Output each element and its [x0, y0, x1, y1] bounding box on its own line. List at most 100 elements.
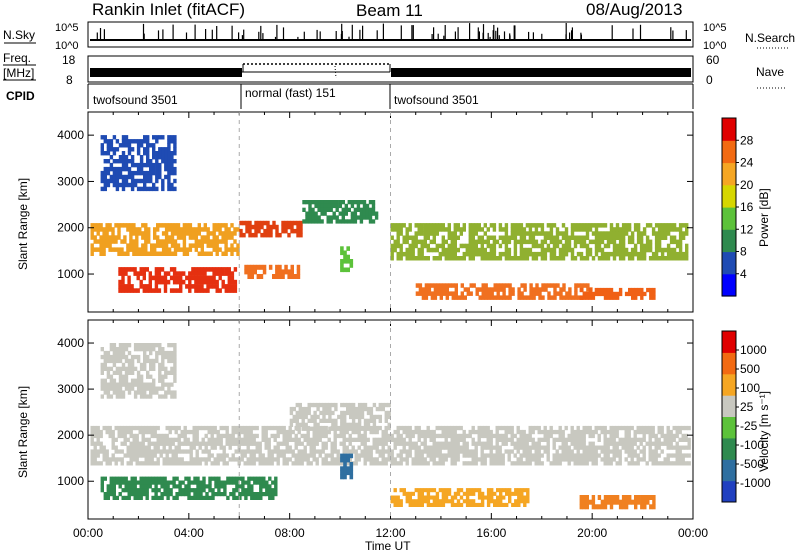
echo-cell [124, 354, 129, 360]
echo-cell [657, 453, 661, 458]
echo-cell [93, 441, 97, 446]
echo-cell [143, 139, 147, 144]
echo-cell [462, 256, 466, 261]
echo-cell [96, 227, 100, 232]
echo-cell [408, 491, 412, 496]
echo-cell [133, 366, 138, 371]
echo-cell [204, 461, 208, 466]
echo-cell [318, 449, 322, 454]
echo-cell [329, 207, 333, 212]
echo-cell [106, 139, 111, 144]
echo-cell [685, 227, 689, 232]
echo-cell [594, 227, 599, 232]
echo-cell [462, 449, 466, 454]
echo-cell [144, 231, 148, 236]
echo-cell [615, 291, 620, 297]
power-colorbar-label: Power [dB] [757, 188, 771, 247]
echo-cell [187, 488, 191, 493]
echo-cell [549, 461, 553, 466]
echo-cell [106, 370, 111, 375]
echo-cell [666, 425, 670, 431]
echo-cell [639, 441, 643, 446]
echo-cell [384, 426, 388, 431]
echo-cell [126, 461, 130, 466]
echo-cell [564, 227, 569, 232]
echo-cell [106, 390, 111, 395]
echo-cell [357, 445, 361, 450]
echo-cell [244, 264, 248, 270]
echo-cell [579, 499, 583, 505]
echo-cell [666, 251, 671, 257]
echo-cell [141, 251, 145, 256]
echo-cell [396, 256, 400, 261]
echo-cell [261, 457, 265, 462]
echo-cell [272, 224, 276, 230]
echo-cell [477, 491, 482, 496]
echo-cell [166, 488, 170, 493]
echo-cell [284, 228, 288, 234]
echo-cell [118, 182, 123, 188]
echo-cell [321, 457, 325, 462]
echo-cell [408, 499, 412, 504]
echo-cell [303, 457, 307, 462]
echo-cell [106, 374, 111, 379]
echo-cell [498, 256, 503, 261]
echo-cell [456, 499, 461, 504]
echo-cell [213, 429, 217, 435]
echo-cell [179, 279, 183, 285]
echo-cell [271, 492, 275, 497]
echo-cell [444, 488, 449, 493]
echo-cell [522, 429, 526, 435]
echo-cell [130, 267, 134, 272]
echo-cell [118, 480, 122, 485]
echo-cell [354, 453, 358, 458]
echo-cell [353, 215, 358, 220]
echo-cell [173, 390, 177, 395]
echo-cell [561, 235, 566, 240]
echo-cell [239, 228, 243, 234]
echo-cell [417, 247, 421, 253]
echo-cell [408, 445, 412, 450]
echo-cell [201, 437, 205, 442]
echo-cell [307, 410, 311, 416]
echo-cell [316, 414, 320, 420]
echo-cell [151, 288, 156, 293]
echo-cell [115, 159, 120, 164]
echo-cell [624, 504, 629, 510]
echo-cell [308, 211, 312, 216]
echo-cell [444, 457, 448, 462]
echo-cell [618, 441, 622, 446]
echo-cell [120, 429, 124, 435]
echo-cell [326, 215, 330, 220]
echo-cell [212, 235, 216, 240]
echo-cell [276, 433, 280, 439]
echo-cell [609, 437, 613, 442]
echo-cell [100, 386, 104, 391]
echo-cell [170, 235, 175, 240]
echo-cell [447, 251, 451, 257]
echo-cell [453, 227, 457, 232]
echo-cell [417, 429, 421, 435]
echo-cell [108, 235, 112, 240]
echo-cell [170, 166, 174, 172]
echo-cell [621, 499, 626, 505]
echo-cell [186, 461, 190, 466]
echo-cell [200, 275, 204, 281]
echo-cell [684, 433, 688, 439]
echo-cell [304, 410, 308, 416]
echo-cell [421, 287, 426, 292]
echo-cell [100, 151, 104, 156]
echo-cell [636, 227, 641, 232]
echo-cell [426, 449, 430, 454]
echo-cell [426, 256, 430, 261]
echo-cell [103, 492, 107, 497]
echo-cell [150, 453, 154, 458]
echo-cell [173, 143, 177, 148]
echo-cell [546, 231, 551, 236]
echo-cell [170, 223, 175, 228]
echo-cell [681, 437, 685, 442]
echo-cell [258, 461, 262, 466]
echo-cell [136, 370, 141, 375]
echo-cell [642, 433, 646, 439]
echo-cell [558, 247, 563, 253]
